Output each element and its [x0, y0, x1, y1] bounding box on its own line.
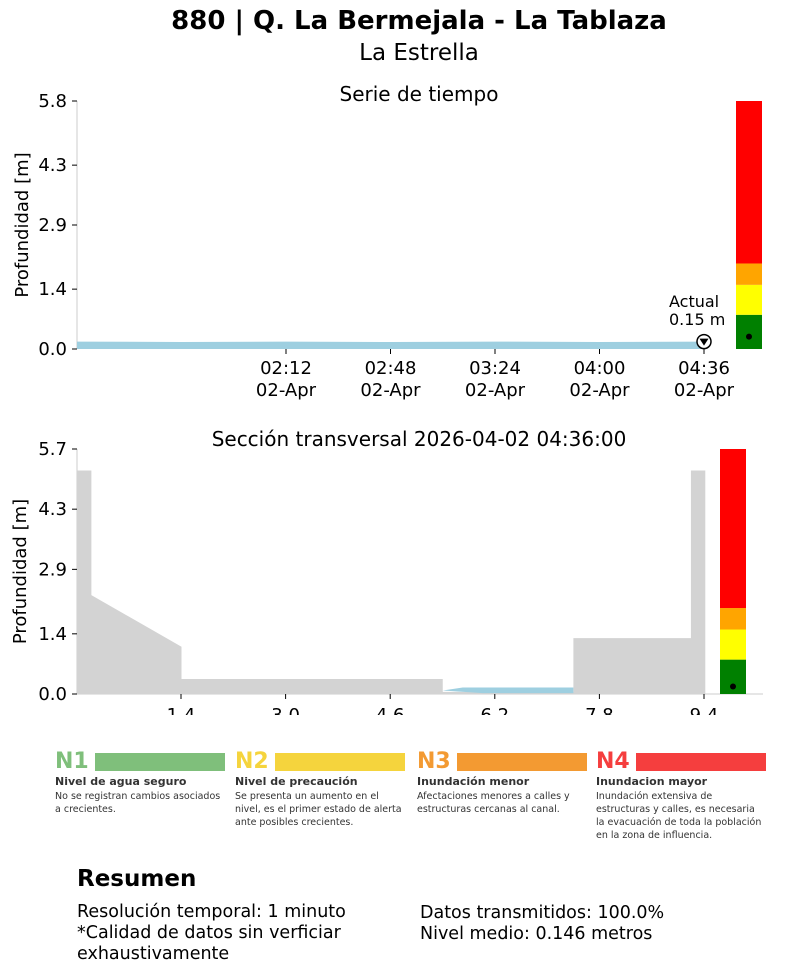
legend-desc: Inundación extensiva de estructuras y ca… [596, 791, 762, 841]
y-tick-label: 2.9 [38, 215, 67, 236]
legend-desc: Se presenta un aumento en el nivel, es e… [235, 791, 402, 828]
summary-quality: *Calidad de datos sin verficiar exhausti… [77, 923, 341, 964]
x-tick-label-date: 02-Apr [360, 380, 421, 401]
current-value-triangle [699, 338, 709, 346]
x-tick-label: 9.4 [690, 705, 719, 715]
legend-color-bar [457, 753, 587, 771]
page-subtitle: La Estrella [359, 40, 479, 66]
chart-title: Sección transversal 2026-04-02 04:36:00 [212, 427, 627, 451]
alert-band-n4 [720, 449, 746, 609]
alert-bar-current-dot [730, 683, 736, 690]
legend-desc: No se registran cambios asociados a crec… [55, 791, 221, 815]
x-tick-label-time: 02:12 [260, 358, 312, 379]
legend-item-n3: N3 Inundación menor Afectaciones menores… [417, 749, 587, 816]
alert-band-n3 [736, 263, 762, 285]
summary-mean-level: Nivel medio: 0.146 metros [420, 924, 653, 944]
legend-color-bar [95, 753, 225, 771]
legend-code: N3 [417, 749, 451, 774]
summary-resolution: Resolución temporal: 1 minuto [77, 902, 346, 922]
x-tick-label: 7.8 [585, 705, 614, 715]
legend-item-n1: N1 Nivel de agua seguro No se registran … [55, 749, 225, 816]
legend-code: N2 [235, 749, 269, 774]
time-series-chart: Serie de tiempo Profundidad [m] 0.0 1.4 2.9 4… [12, 82, 762, 401]
x-tick-label: 3.0 [271, 705, 300, 715]
summary-right: Datos transmitidos: 100.0% Nivel medio: … [420, 903, 740, 945]
legend-code: N1 [55, 749, 89, 774]
x-tick-label-date: 02-Apr [256, 380, 317, 401]
y-tick-label: 1.4 [38, 624, 67, 645]
summary-left: Resolución temporal: 1 minuto *Calidad d… [77, 902, 397, 965]
x-tick-label-time: 04:00 [574, 358, 626, 379]
x-tick-label: 6.2 [480, 705, 509, 715]
alert-bar-current-dot [746, 333, 752, 340]
y-tick-label: 0.0 [38, 684, 67, 705]
alert-band-n2 [720, 629, 746, 660]
chart-title: Serie de tiempo [340, 82, 499, 106]
page-title: 880 | Q. La Bermejala - La Tablaza [171, 6, 667, 36]
legend-color-bar [636, 753, 766, 771]
legend-title: Inundacion mayor [596, 775, 708, 788]
water-fill [442, 687, 574, 694]
legend-title: Inundación menor [417, 775, 530, 788]
x-tick-label-time: 03:24 [469, 358, 521, 379]
cross-section-chart: Sección transversal 2026-04-02 04:36:00 P… [10, 427, 763, 715]
y-axis-label: Profundidad [m] [10, 499, 31, 644]
depth-series-area [77, 341, 704, 349]
legend-title: Nivel de precaución [235, 775, 358, 788]
legend-title: Nivel de agua seguro [55, 775, 187, 788]
legend-item-n2: N2 Nivel de precaución Se presenta un au… [235, 749, 405, 829]
x-tick-label-date: 02-Apr [569, 380, 630, 401]
alert-band-n4 [736, 101, 762, 264]
y-tick-label: 5.8 [38, 91, 67, 112]
alert-band-n1 [736, 314, 762, 349]
legend-code: N4 [596, 749, 630, 774]
x-tick-label-date: 02-Apr [674, 380, 735, 401]
x-tick-label: 4.6 [376, 705, 405, 715]
y-axis-label: Profundidad [m] [12, 152, 33, 297]
x-tick-label: 1.4 [167, 705, 196, 715]
annotation-label: Actual [669, 292, 719, 311]
x-tick-label-time: 04:36 [678, 358, 730, 379]
legend-color-bar [275, 753, 405, 771]
x-tick-label-time: 02:48 [365, 358, 417, 379]
alert-band-n2 [736, 284, 762, 315]
channel-profile [77, 470, 706, 694]
y-tick-label: 5.7 [38, 439, 67, 460]
alert-band-n3 [720, 608, 746, 630]
y-tick-label: 1.4 [38, 279, 67, 300]
x-tick-label-date: 02-Apr [465, 380, 526, 401]
y-tick-label: 4.3 [38, 155, 67, 176]
summary-transmitted: Datos transmitidos: 100.0% [420, 903, 665, 923]
y-tick-label: 4.3 [38, 499, 67, 520]
legend-item-n4: N4 Inundacion mayor Inundación extensiva… [596, 749, 766, 842]
y-tick-label: 0.0 [38, 339, 67, 360]
summary-title: Resumen [77, 866, 197, 892]
annotation-value: 0.15 m [669, 310, 725, 329]
y-tick-label: 2.9 [38, 559, 67, 580]
legend-desc: Afectaciones menores a calles y estructu… [417, 791, 570, 815]
